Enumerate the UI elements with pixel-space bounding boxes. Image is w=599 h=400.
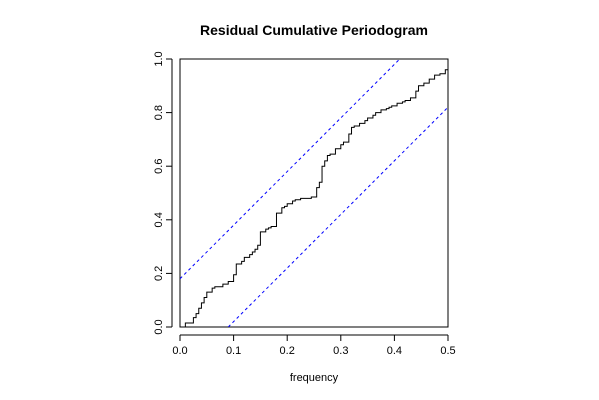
- x-tick-label: 0.5: [440, 345, 455, 357]
- y-tick-label: 0.0: [153, 319, 165, 334]
- confidence-bound-line-2: [227, 106, 448, 327]
- cumulative-periodogram-line: [180, 59, 448, 327]
- y-tick-label: 1.0: [153, 51, 165, 66]
- y-tick-label: 0.8: [153, 105, 165, 120]
- confidence-bound-line-1: [180, 59, 401, 280]
- plot-frame: [179, 58, 449, 328]
- x-axis: 0.0 0.1 0.2 0.3 0.4 0.5: [172, 334, 456, 357]
- y-tick-label: 0.6: [153, 159, 165, 174]
- y-tick-label: 0.4: [153, 212, 165, 227]
- x-axis-label: frequency: [290, 372, 339, 384]
- x-tick-label: 0.3: [333, 345, 348, 357]
- chart-title: Residual Cumulative Periodogram: [200, 22, 428, 38]
- x-tick-label: 0.2: [280, 345, 295, 357]
- y-axis: 0.0 0.2 0.4 0.6 0.8 1.0: [153, 51, 173, 335]
- x-tick-label: 0.4: [387, 345, 402, 357]
- plot-area: [179, 58, 449, 328]
- x-tick-label: 0.0: [172, 345, 187, 357]
- y-tick-label: 0.2: [153, 266, 165, 281]
- x-tick-label: 0.1: [226, 345, 241, 357]
